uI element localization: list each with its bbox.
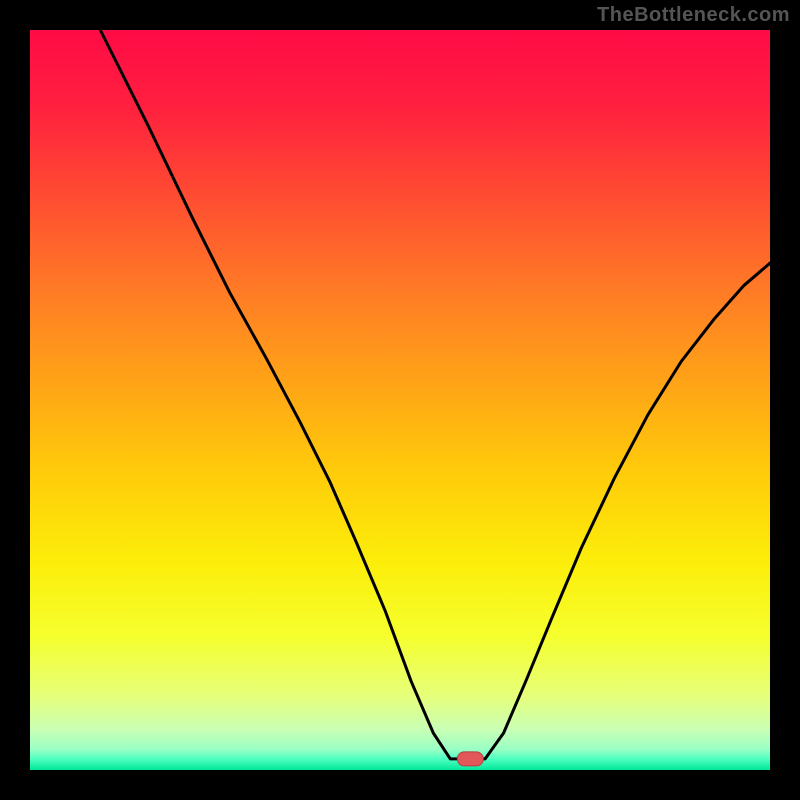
bottleneck-chart-svg — [0, 0, 800, 800]
gradient-plot-area — [30, 30, 770, 770]
watermark-text: TheBottleneck.com — [597, 4, 790, 27]
chart-stage: TheBottleneck.com — [0, 0, 800, 800]
optimal-marker — [457, 752, 483, 766]
